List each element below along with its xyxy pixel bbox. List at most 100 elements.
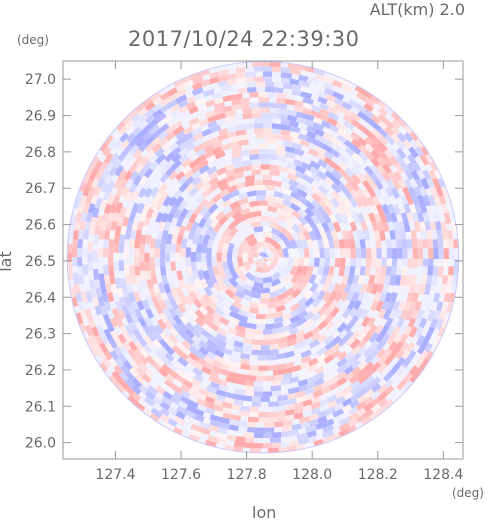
range-gate-cell (243, 385, 255, 392)
range-gate-cell (271, 257, 279, 266)
range-gate-cell (340, 83, 353, 93)
range-gate-cell (121, 303, 130, 316)
range-gate-cell (108, 255, 114, 267)
range-gate-cell (255, 266, 263, 273)
range-gate-cell (123, 246, 130, 258)
range-gate-cell (332, 408, 345, 418)
range-gate-cell (139, 269, 147, 281)
range-gate-cell (275, 207, 287, 216)
range-gate-cell (206, 247, 213, 258)
range-gate-cell (213, 349, 225, 358)
chart-title: 2017/10/24 22:39:30 (128, 27, 360, 51)
range-gate-cell (230, 350, 242, 358)
range-gate-cell (235, 66, 248, 74)
range-gate-cell (400, 194, 409, 207)
range-gate-cell (323, 341, 335, 352)
range-gate-cell (330, 182, 342, 194)
range-gate-cell (170, 251, 176, 262)
range-gate-cell (209, 273, 218, 285)
range-gate-cell (161, 326, 173, 338)
range-gate-cell (208, 321, 220, 332)
range-gate-cell (250, 344, 261, 351)
range-gate-cell (246, 317, 257, 325)
range-gate-cell (354, 196, 365, 208)
range-gate-cell (365, 283, 374, 295)
range-gate-cell (263, 252, 268, 258)
range-gate-cell (103, 264, 110, 276)
range-gate-cell (302, 97, 314, 105)
range-gate-cell (257, 303, 268, 309)
range-gate-cell (419, 203, 428, 216)
range-gate-cell (408, 146, 419, 159)
range-gate-cell (263, 254, 269, 258)
range-gate-cell (224, 110, 236, 118)
range-gate-cell (237, 308, 248, 318)
range-gate-cell (253, 122, 265, 129)
range-gate-cell (298, 247, 305, 258)
range-gate-cell (289, 238, 298, 250)
range-gate-cell (271, 327, 282, 335)
range-gate-cell (322, 213, 332, 225)
range-gate-cell (185, 100, 198, 110)
range-gate-cell (282, 247, 289, 258)
range-gate-cell (256, 184, 267, 191)
range-gate-cell (168, 325, 179, 338)
range-gate-cell (305, 375, 317, 385)
range-gate-cell (330, 335, 342, 347)
range-gate-cell (298, 367, 310, 376)
range-gate-cell (202, 233, 211, 245)
range-gate-cell (292, 401, 304, 410)
range-gate-cell (260, 215, 271, 222)
range-gate-cell (247, 257, 255, 266)
range-gate-cell (306, 363, 319, 373)
range-gate-cell (327, 221, 336, 233)
range-gate-cell (163, 282, 172, 294)
range-gate-cell (215, 332, 227, 343)
range-gate-cell (121, 215, 130, 227)
range-gate-cell (303, 222, 314, 234)
range-gate-cell (354, 238, 361, 250)
range-gate-cell (292, 412, 304, 420)
range-gate-cell (309, 160, 321, 170)
range-gate-cell (177, 321, 189, 333)
range-gate-cell (104, 282, 113, 294)
range-gate-cell (233, 166, 245, 175)
range-gate-cell (211, 398, 224, 407)
range-gate-cell (235, 129, 247, 137)
range-gate-cell (114, 201, 124, 214)
range-gate-cell (303, 387, 315, 396)
range-gate-cell (249, 148, 260, 155)
range-gate-cell (108, 246, 114, 258)
range-gate-cell (177, 302, 187, 314)
range-gate-cell (350, 248, 356, 259)
range-gate-cell (224, 209, 236, 220)
range-gate-cell (184, 294, 195, 306)
range-gate-cell (270, 431, 282, 438)
range-gate-cell (214, 273, 224, 285)
range-gate-cell (247, 86, 258, 93)
range-gate-cell (126, 219, 134, 232)
range-gate-cell (213, 221, 223, 233)
range-gate-cell (261, 391, 273, 397)
range-gate-cell (292, 257, 300, 268)
range-gate-cell (332, 402, 345, 412)
range-gate-cell (229, 200, 241, 210)
range-gate-cell (129, 273, 137, 285)
range-gate-cell (259, 339, 271, 346)
range-gate-cell (365, 248, 372, 259)
range-gate-cell (293, 148, 305, 157)
range-gate-cell (260, 252, 264, 258)
range-gate-cell (337, 329, 349, 341)
range-gate-cell (421, 266, 429, 278)
range-gate-cell (130, 299, 139, 311)
range-gate-cell (131, 219, 140, 231)
range-gate-cell (194, 225, 203, 237)
range-gate-cell (241, 282, 253, 292)
range-gate-cell (436, 229, 444, 242)
range-gate-cell (226, 130, 238, 139)
range-gate-cell (258, 148, 269, 155)
range-gate-cell (317, 90, 330, 100)
range-gate-cell (76, 299, 85, 312)
range-gate-cell (154, 256, 161, 267)
range-gate-cell (181, 164, 193, 175)
